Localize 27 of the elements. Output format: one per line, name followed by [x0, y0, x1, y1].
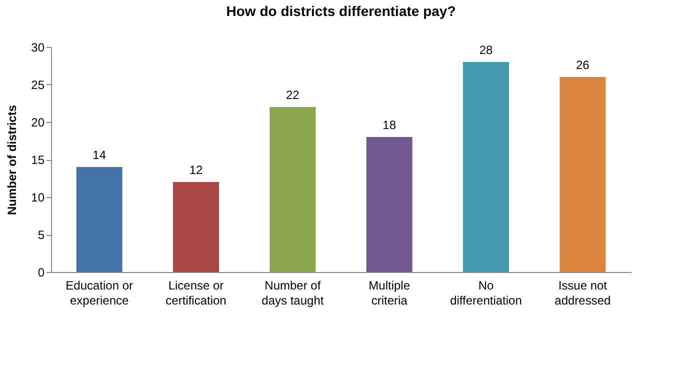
y-tick-label: 5: [38, 228, 45, 242]
bar: [76, 167, 122, 272]
x-tick-label: Issue not addressed: [554, 278, 611, 308]
bar: [366, 137, 412, 272]
bar: [270, 107, 316, 272]
y-tick-label: 0: [38, 266, 45, 280]
bar: [173, 182, 219, 272]
data-label: 14: [92, 148, 106, 162]
y-tick-label: 15: [31, 153, 45, 167]
x-tick-label: Multiple criteria: [368, 278, 410, 308]
bar: [463, 62, 509, 272]
data-label: 28: [479, 43, 493, 57]
y-axis-title: Number of districts: [5, 104, 20, 216]
data-label: 22: [286, 88, 300, 102]
x-tick-label: Number of days taught: [262, 278, 324, 308]
data-label: 26: [576, 58, 590, 72]
data-label: 18: [382, 118, 396, 132]
chart-title: How do districts differentiate pay?: [226, 3, 456, 19]
bar: [560, 77, 606, 272]
y-tick-label: 30: [31, 40, 45, 54]
x-tick-label: License or certification: [166, 278, 226, 308]
y-tick-label: 25: [31, 78, 45, 92]
x-tick-label: No differentiation: [450, 278, 522, 308]
x-tick-label: Education or experience: [66, 278, 134, 308]
y-tick-label: 10: [31, 190, 45, 204]
data-label: 12: [189, 163, 203, 177]
y-tick-label: 20: [31, 116, 45, 130]
